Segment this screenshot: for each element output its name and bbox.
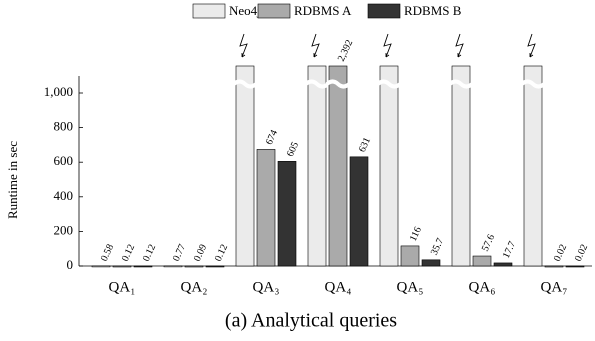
value-label: 631 [357,136,373,154]
bar [400,245,420,267]
value-label: 17.7 [501,240,518,261]
value-label: 0.58 [99,243,116,264]
legend-swatch [367,3,401,19]
axis-break [325,79,351,89]
bar [565,265,585,268]
y-tick-label: 0 [67,257,74,272]
x-tick-label: QA₂ [181,279,208,295]
bar [256,149,276,267]
bar [307,65,327,267]
bar [91,265,111,268]
bar [277,161,297,267]
chart-title: (a) Analytical queries [225,310,397,332]
legend-label: Neo4j [229,3,261,18]
timeout-icon [239,33,248,58]
timeout-icon [311,33,320,58]
value-label: 0.12 [120,243,137,264]
legend-swatch [192,3,226,19]
timeout-icon [527,33,536,58]
timeout-icon [455,33,464,58]
legend-swatch [257,3,291,19]
axis-break [376,79,402,89]
axis-break [232,79,258,89]
bar [544,265,564,268]
value-label: 2,392 [336,38,355,63]
axis-break [304,79,330,89]
x-tick-label: QA₅ [397,279,424,295]
bar [328,65,348,267]
legend-label: RDBMS B [404,3,462,18]
bar [112,265,132,268]
bar [523,65,543,267]
x-tick-label: QA₇ [541,279,568,295]
bar [235,65,255,267]
bar [205,265,225,268]
value-label: 57.6 [480,233,497,254]
value-label: 674 [264,128,280,146]
value-label: 0.09 [192,243,209,264]
bar [349,156,369,267]
y-tick-label: 400 [54,188,74,203]
y-axis-label: Runtime in sec [5,141,20,219]
axis-break [448,79,474,89]
value-label: 0.77 [171,243,188,264]
value-label: 0.12 [141,243,158,264]
y-tick-label: 800 [54,119,74,134]
x-tick-label: QA₃ [253,279,280,295]
bar [451,65,471,267]
value-label: 605 [285,140,301,158]
bar [163,265,183,268]
timeout-icon [383,33,392,58]
legend-label: RDBMS A [294,3,352,18]
bar [133,265,153,268]
value-label: 0.02 [552,243,569,264]
bar [493,262,513,267]
y-tick-label: 200 [54,222,74,237]
y-tick-label: 600 [54,153,74,168]
bar [379,65,399,267]
x-tick-label: QA₆ [469,279,496,295]
bar [472,255,492,267]
value-label: 0.12 [213,243,230,264]
value-label: 0.02 [573,243,590,264]
y-tick-label: 1,000 [44,84,73,99]
x-tick-label: QA₄ [325,279,352,295]
bar [184,265,204,268]
value-label: 116 [408,225,424,243]
x-tick-label: QA₁ [109,279,136,295]
bar [421,259,441,267]
axis-break [520,79,546,89]
value-label: 35.7 [429,237,446,258]
